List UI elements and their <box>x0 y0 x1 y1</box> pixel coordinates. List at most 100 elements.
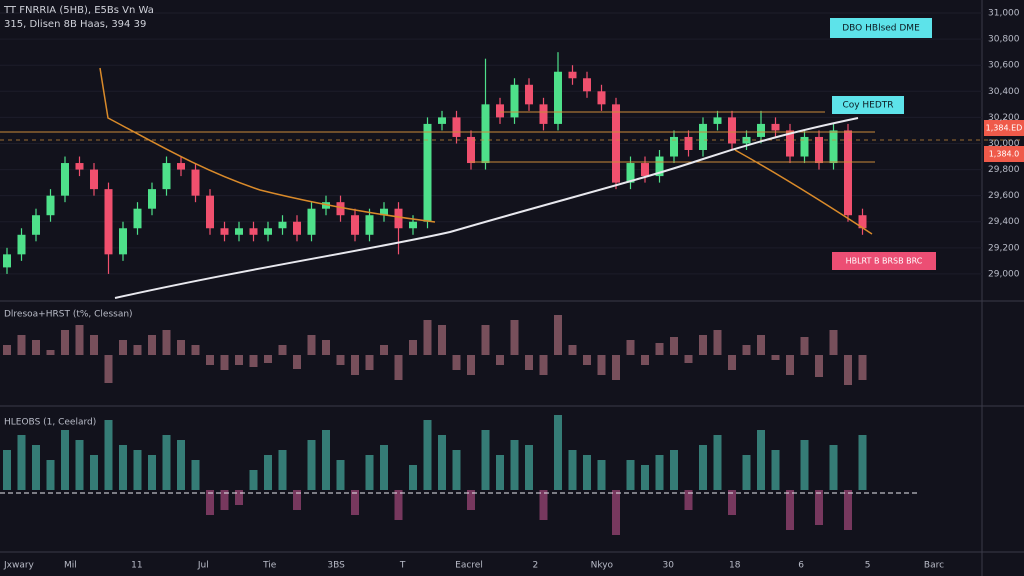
bar <box>17 335 26 355</box>
bar <box>220 355 229 370</box>
bar <box>597 355 606 375</box>
bar <box>655 343 664 355</box>
bar <box>699 445 707 490</box>
bar <box>568 345 577 355</box>
candle-body <box>626 163 635 183</box>
bar <box>438 435 446 490</box>
candle-body <box>191 169 200 196</box>
candle-body <box>75 163 84 170</box>
bar <box>858 435 867 490</box>
bar <box>786 490 794 530</box>
candle-body <box>104 189 113 255</box>
candle-body <box>554 71 562 124</box>
candle-body <box>467 136 475 164</box>
candle-body <box>336 202 345 216</box>
bar <box>293 490 301 510</box>
bar <box>829 445 838 490</box>
candle-body <box>771 123 780 131</box>
bar <box>235 490 243 505</box>
candle-body <box>148 189 156 209</box>
bar <box>162 435 171 490</box>
bar <box>525 355 533 370</box>
candle-body <box>119 228 127 255</box>
bar <box>351 355 359 375</box>
y-tick-label: 29,000 <box>988 269 1020 279</box>
bar <box>61 430 69 490</box>
bar <box>467 490 475 510</box>
bar <box>597 460 606 490</box>
bar <box>829 330 838 355</box>
candle-body <box>597 91 606 105</box>
bar <box>336 355 345 365</box>
y-tick-label: 30,600 <box>988 61 1020 71</box>
bar <box>713 330 722 355</box>
y-tick-label: 30,000 <box>988 139 1020 149</box>
candle-body <box>684 136 693 150</box>
candle-body <box>655 156 664 177</box>
bar <box>815 355 823 377</box>
bar <box>438 325 446 355</box>
bar <box>641 465 649 490</box>
bar <box>235 355 243 365</box>
x-tick-label: 18 <box>729 561 741 571</box>
bar <box>336 460 345 490</box>
candle-body <box>249 228 258 235</box>
bar <box>3 345 11 355</box>
candle-body <box>612 104 620 183</box>
bar <box>800 440 809 490</box>
x-tick-label: 5 <box>865 561 871 571</box>
annotation: DBO HBlsed DME <box>842 24 920 34</box>
bar <box>119 445 127 490</box>
bar <box>104 355 113 383</box>
bar <box>206 355 214 365</box>
bar <box>75 325 84 355</box>
bar <box>626 460 635 490</box>
x-tick-label: Jul <box>197 561 209 571</box>
bar <box>191 345 200 355</box>
bar <box>380 445 388 490</box>
bar <box>307 440 316 490</box>
candle-body <box>829 130 838 164</box>
bar <box>684 490 693 510</box>
bar <box>525 445 533 490</box>
x-tick-label: Tie <box>262 561 277 571</box>
candle-body <box>380 208 388 216</box>
bar <box>713 435 722 490</box>
ma-line <box>99 67 436 223</box>
candle-body <box>539 104 548 124</box>
candle-body <box>17 234 26 255</box>
candle-body <box>220 228 229 235</box>
bar <box>249 470 258 490</box>
bar <box>742 345 751 355</box>
x-tick-label: Jxwary <box>3 561 35 571</box>
bar <box>670 450 678 490</box>
bar <box>365 455 374 490</box>
annotation-box <box>832 252 936 270</box>
bar <box>612 490 620 535</box>
candle-body <box>133 208 142 229</box>
candle-body <box>815 136 823 164</box>
bar <box>510 440 519 490</box>
bar <box>278 450 287 490</box>
candle-body <box>293 221 301 235</box>
bar <box>191 460 200 490</box>
bar <box>815 490 823 525</box>
candle-body <box>786 130 794 157</box>
candle-body <box>3 254 11 268</box>
price-tag <box>984 146 1024 162</box>
bar <box>626 340 635 355</box>
panel-title: Dlresoa+HRST (t%, Clessan) <box>4 310 133 320</box>
candle-body <box>858 215 867 229</box>
bar <box>46 350 55 355</box>
panel-title: HLEOBS (1, Ceelard) <box>4 418 96 428</box>
candle-body <box>235 228 243 235</box>
candle-body <box>90 169 98 190</box>
bar <box>467 355 475 375</box>
candle-body <box>713 117 722 124</box>
bar <box>858 355 867 380</box>
candle-body <box>481 104 490 164</box>
candle-body <box>365 215 374 235</box>
bar <box>90 335 98 355</box>
bar <box>3 450 11 490</box>
